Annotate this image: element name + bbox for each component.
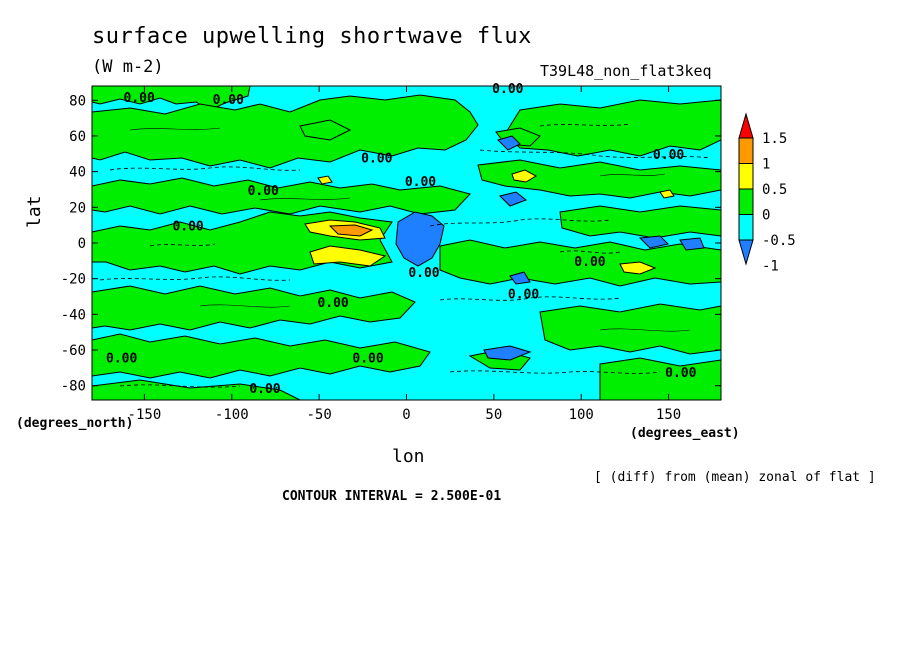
colorbar-label: -1 (762, 259, 779, 275)
low-regions (395, 135, 705, 361)
colorbar-segment (738, 188, 754, 215)
high-regions (304, 169, 675, 275)
colorbar-label: -0.5 (762, 233, 796, 249)
band-north-40-east (477, 159, 721, 199)
contour-value-label: 0.00 (361, 152, 392, 167)
min-north-east (497, 135, 521, 151)
band-north-60-east (504, 99, 721, 157)
colorbar-extend-bottom (738, 239, 754, 266)
contour-value-label: 0.00 (249, 382, 280, 397)
band-south-east (559, 205, 721, 239)
neg-contour-3 (99, 276, 291, 281)
contour-interval: CONTOUR INTERVAL = 2.500E-01 (282, 489, 502, 504)
x-axis-ticks: -150 -100 -50 0 50 100 150 (128, 86, 681, 423)
x-tick-label: 100 (569, 407, 594, 423)
band-south-60 (92, 333, 431, 379)
x-tick-label: -50 (306, 407, 331, 423)
colorbar-label: 1.5 (762, 131, 787, 147)
run-label: T39L48_non_flat3keq (540, 62, 712, 80)
band-north-60 (92, 94, 479, 169)
x-tick-label: -150 (128, 407, 162, 423)
x-tick-label: -100 (215, 407, 249, 423)
y-unit-label: (degrees_north) (16, 416, 134, 431)
diff-note: [ (diff) from (mean) zonal of flat ] (594, 470, 876, 485)
colorbar: 1.5 1 0.5 0 -0.5 -1 (738, 112, 796, 275)
max-arabia (511, 169, 538, 183)
contour-value-label: 0.00 (352, 352, 383, 367)
pos-contour-2 (259, 197, 351, 201)
colorbar-segment (738, 137, 754, 164)
positive-contours (129, 127, 691, 332)
neg-contour-6 (119, 384, 241, 388)
positive-regions (92, 86, 721, 400)
neg-contour-7 (449, 370, 661, 374)
y-tick-label: -20 (61, 272, 86, 288)
max-small-b (659, 189, 675, 199)
y-tick-label: -60 (61, 343, 86, 359)
min-east-b (679, 237, 705, 251)
x-tick-label: 50 (485, 407, 502, 423)
chart-title: surface upwelling shortwave flux (92, 24, 532, 49)
min-east-a (638, 235, 669, 249)
max-small-a (317, 175, 333, 185)
y-tick-label: 60 (69, 129, 86, 145)
x-tick-label: 150 (656, 407, 681, 423)
y-tick-label: -40 (61, 307, 86, 323)
contour-value-label: 0.00 (124, 91, 155, 106)
neg-contour-8 (539, 123, 631, 127)
colorbar-label: 0 (762, 208, 770, 224)
max-atlantic-south (309, 245, 387, 267)
max-atlantic-core (328, 224, 374, 237)
y-axis-ticks: 80 60 40 20 0 -20 -40 -60 -80 (61, 93, 721, 395)
contour-value-label: 0.00 (405, 175, 436, 190)
band-equatorial-east (439, 239, 721, 287)
colorbar-extend-top (738, 112, 754, 139)
negative-contours (99, 123, 711, 388)
y-tick-label: 80 (69, 93, 86, 109)
y-tick-label: 0 (78, 236, 86, 252)
neg-contour-9 (149, 243, 216, 247)
pos-contour-4 (199, 304, 291, 308)
colorbar-label: 0.5 (762, 182, 787, 198)
band-south-30 (92, 285, 416, 331)
colorbar-segment (738, 214, 754, 241)
x-unit-label: (degrees_east) (630, 426, 740, 441)
contour-value-label: 0.00 (213, 93, 244, 108)
y-tick-label: 40 (69, 165, 86, 181)
contour-value-label: 0.00 (106, 352, 137, 367)
contour-value-label: 0.00 (665, 366, 696, 381)
y-tick-label: 20 (69, 200, 86, 216)
y-tick-label: -80 (61, 379, 86, 395)
colorbar-label: 1 (762, 157, 770, 173)
min-south-east (483, 345, 532, 361)
neg-contour-10 (559, 250, 621, 254)
x-axis-label: lon (392, 446, 425, 467)
contour-value-label: 0.00 (172, 220, 203, 235)
band-antarctic-east (599, 357, 721, 400)
contour-value-label: 0.00 (248, 184, 279, 199)
chart-units: (W m-2) (92, 57, 164, 77)
max-indian (619, 261, 657, 275)
neg-contour-1 (109, 166, 301, 171)
colorbar-segment (738, 163, 754, 190)
plot-area (92, 86, 721, 400)
min-east-c (509, 271, 531, 285)
band-north-30-west (92, 177, 471, 215)
pos-contour-1 (129, 127, 221, 131)
contour-value-label: 0.00 (574, 255, 605, 270)
pos-contour-5 (599, 328, 691, 332)
min-north-east-b (499, 191, 527, 207)
x-tick-label: 0 (402, 407, 410, 423)
contour-value-label: 0.00 (508, 287, 539, 302)
contour-value-label: 0.00 (408, 266, 439, 281)
contour-value-label: 0.00 (653, 148, 684, 163)
band-arctic-west (92, 86, 251, 111)
neg-contour-2 (479, 149, 711, 159)
contour-value-label: 0.00 (317, 296, 348, 311)
pos-contour-3 (599, 173, 666, 177)
contour-labels: 0.00 0.00 0.00 0.00 0.00 0.00 0.00 0.00 0.00 0.00… (106, 82, 697, 397)
contour-value-label: 0.00 (492, 82, 523, 97)
patch-mid-c (299, 119, 352, 141)
